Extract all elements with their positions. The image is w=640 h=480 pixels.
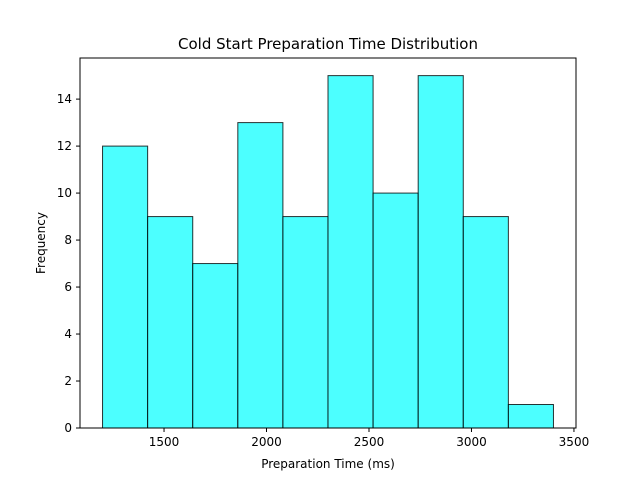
histogram-bar (147, 216, 194, 429)
y-tick-label: 8 (64, 233, 72, 247)
y-axis-ticks: 0 2 4 6 8 10 12 14 (57, 92, 80, 435)
histogram-bar (372, 192, 419, 429)
x-axis-label: Preparation Time (ms) (261, 457, 395, 471)
histogram-bar (192, 263, 239, 429)
x-tick-label: 2000 (251, 435, 282, 449)
chart-title: Cold Start Preparation Time Distribution (178, 35, 478, 53)
histogram-bar (102, 145, 149, 429)
y-tick-label: 12 (57, 139, 72, 153)
histogram-bar (237, 122, 284, 429)
y-tick-label: 4 (64, 327, 72, 341)
bars-group (102, 75, 554, 429)
x-tick-label: 3000 (456, 435, 487, 449)
x-tick-label: 2500 (354, 435, 385, 449)
y-tick-label: 10 (57, 186, 72, 200)
y-tick-label: 0 (64, 421, 72, 435)
y-tick-label: 6 (64, 280, 72, 294)
y-axis-label: Frequency (34, 212, 48, 274)
plot-frame (79, 57, 577, 429)
x-axis-ticks: 1500 2000 2500 3000 3500 (149, 428, 589, 449)
histogram-bar (282, 216, 329, 429)
histogram-bar (507, 404, 554, 429)
histogram-bar (417, 75, 464, 429)
histogram-bar (462, 216, 509, 429)
x-tick-label: 1500 (149, 435, 180, 449)
histogram-bar (327, 75, 374, 429)
y-tick-label: 2 (64, 374, 72, 388)
x-tick-label: 3500 (559, 435, 590, 449)
y-tick-label: 14 (57, 92, 72, 106)
